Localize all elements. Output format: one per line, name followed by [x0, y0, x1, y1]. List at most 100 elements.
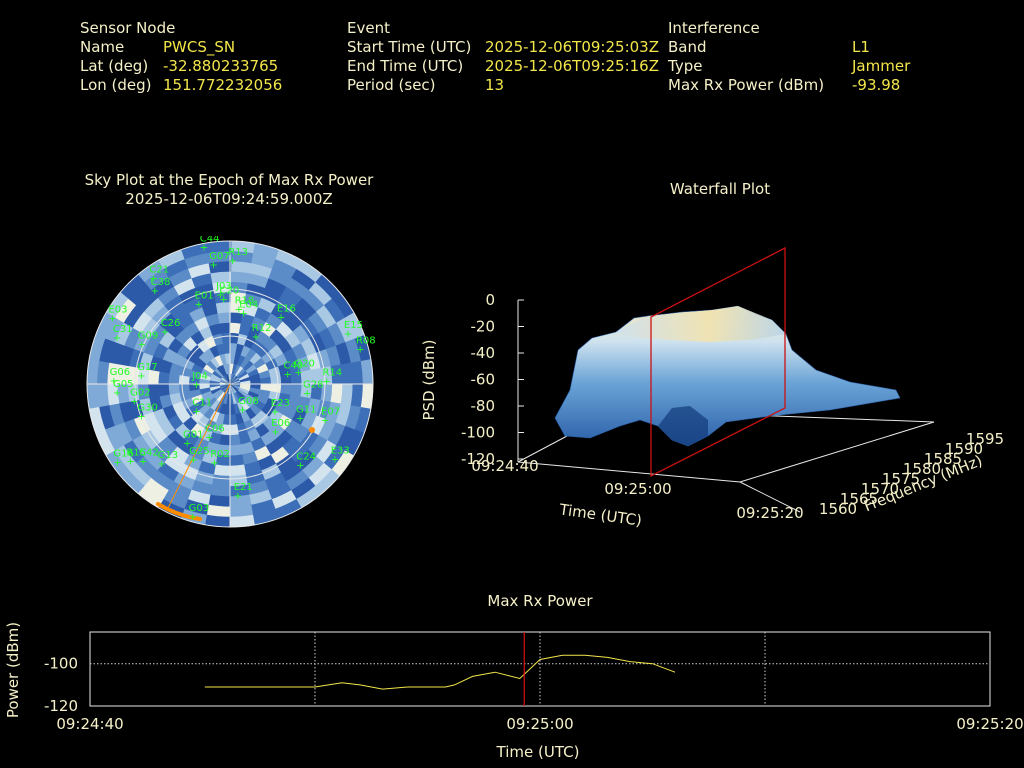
skyplot-heat-cell — [228, 484, 250, 497]
skyplot-heat-cell — [229, 394, 234, 405]
skyplot-heat-cell — [87, 382, 100, 409]
satellite-G30: +G30 — [137, 403, 157, 423]
skyplot-heat-cell — [277, 392, 291, 406]
skyplot-heat-cell — [219, 364, 227, 376]
skyplot-heat-cell — [258, 369, 271, 379]
event-end-value: 2025-12-06T09:25:16Z — [485, 57, 659, 75]
skyplot-heat-cell — [202, 394, 215, 405]
skyplot-heat-cell — [203, 514, 230, 527]
skyplot-heat-cell — [245, 394, 257, 405]
satellite-label: E01 — [195, 290, 214, 301]
satellite-E01: +E01 — [195, 290, 214, 310]
satellite-marker: + — [189, 512, 197, 523]
skyplot-heat-cell — [138, 351, 154, 370]
sensor-lat-label: Lat (deg) — [80, 57, 149, 75]
waterfall-surface-peak — [616, 306, 786, 342]
waterfall-time-tick-label: 09:25:00 — [604, 480, 671, 498]
satellite-label: C24 — [296, 451, 316, 462]
skyplot-heat-cell — [166, 429, 185, 447]
skyplot-heat-cell — [274, 353, 289, 368]
skyplot-heat-cell — [224, 404, 230, 416]
satellite-marker: + — [161, 327, 169, 338]
skyplot-heat-cell — [229, 404, 236, 416]
satellite-marker: + — [303, 388, 311, 399]
skyplot-heat-cell — [205, 241, 232, 254]
skyplot-heat-cell — [236, 367, 247, 378]
waterfall-z-ticks: 0 -20 -40 -60 -80 -100 -120 — [461, 291, 524, 468]
skyplot-heat-cell — [221, 384, 230, 393]
satellite-C21: +C21 — [149, 264, 169, 284]
skyplot-heat-cell — [127, 382, 140, 402]
skyplot-heat-cell — [260, 430, 277, 447]
satellite-marker: + — [271, 407, 279, 418]
skyplot-subtitle: 2025-12-06T09:24:59.000Z — [125, 190, 333, 208]
skyplot-heat-cell — [230, 377, 240, 384]
skyplot-heat-cell — [142, 448, 165, 471]
skyplot-heat-cell — [105, 449, 129, 477]
skyplot-heat-cell — [168, 383, 180, 395]
interference-heading: Interference — [668, 19, 760, 37]
satellite-label: C06 — [205, 423, 225, 434]
skyplot-heat-cell — [275, 295, 297, 315]
skyplot-heat-cell — [198, 378, 210, 384]
satellite-marker: + — [321, 415, 329, 426]
skyplot-heat-cell — [238, 387, 250, 395]
skyplot-heat-cell — [323, 298, 347, 324]
waterfall-title: Waterfall Plot — [669, 180, 771, 198]
skyplot-heat-cell — [113, 444, 137, 470]
skyplot-heat-cell — [275, 249, 303, 270]
skyplot-heat-cell — [167, 480, 192, 500]
skyplot-heat-cell — [314, 469, 340, 495]
skyplot-heat-cell — [122, 439, 144, 464]
satellite-label: G20 — [294, 359, 314, 370]
skyplot-heat-cell — [221, 375, 230, 384]
skyplot-heat-cell — [233, 364, 241, 376]
satellite-marker: + — [149, 273, 157, 284]
skyplot-heat-cell — [251, 252, 277, 270]
waterfall-time-tick-label: 09:25:20 — [736, 504, 803, 522]
skyplot-heat-cell — [206, 250, 232, 264]
skyplot-heat-cell — [309, 332, 327, 354]
skyplot-heat-cell — [178, 383, 190, 393]
satellite-J04: +J04 — [191, 371, 208, 391]
satellite-marker: + — [137, 371, 145, 382]
skyplot-heat-cell — [137, 259, 165, 283]
skyplot-heat-cell — [151, 304, 172, 325]
skyplot-heat-cell — [296, 396, 311, 413]
waterfall-freq-tick-label: 1575 — [882, 470, 920, 488]
skyplot-heat-cell — [134, 455, 158, 479]
satellite-label: C11 — [192, 398, 212, 409]
skyplot-heat-cell — [159, 312, 179, 332]
skyplot-heat-cell — [308, 311, 329, 334]
satellite-G09: +G09 — [138, 331, 158, 351]
satellite-marker: + — [126, 456, 134, 467]
skyplot-heat-cell — [350, 384, 364, 409]
skyplot-heat-cell — [230, 375, 239, 384]
skyplot-heat-cell — [249, 373, 261, 381]
skyplot-heat-cell — [246, 428, 261, 443]
skyplot-heat-cell — [194, 357, 207, 369]
skyplot-heat-cell — [209, 484, 230, 497]
skyplot-heatmap — [87, 241, 373, 527]
satellite-G07: +G07 — [209, 251, 229, 271]
skyplot-heat-cell — [344, 312, 366, 340]
skyplot-heat-cell — [330, 384, 343, 405]
skyplot-heat-cell — [249, 387, 261, 395]
satellite-marker: + — [216, 290, 224, 301]
skyplot-heat-cell — [104, 316, 125, 343]
satellite-marker: + — [220, 294, 228, 305]
skyplot-heat-cell — [98, 404, 115, 430]
skyplot-heat-cell — [236, 354, 246, 367]
skyplot-heat-cell — [180, 242, 209, 260]
skyplot-heat-cell — [300, 411, 317, 432]
skyplot-heat-cell — [260, 463, 282, 481]
skyplot-heat-cell — [215, 412, 225, 425]
satellite-G25: +G25 — [189, 446, 209, 466]
satellite-label: G13 — [158, 450, 178, 461]
skyplot-heat-cell — [268, 268, 293, 288]
skyplot-heat-cell — [215, 343, 225, 356]
skyplot-heat-cell — [98, 337, 116, 363]
skyplot-heat-cell — [183, 296, 203, 314]
skyplot-heat-cell — [221, 332, 231, 344]
